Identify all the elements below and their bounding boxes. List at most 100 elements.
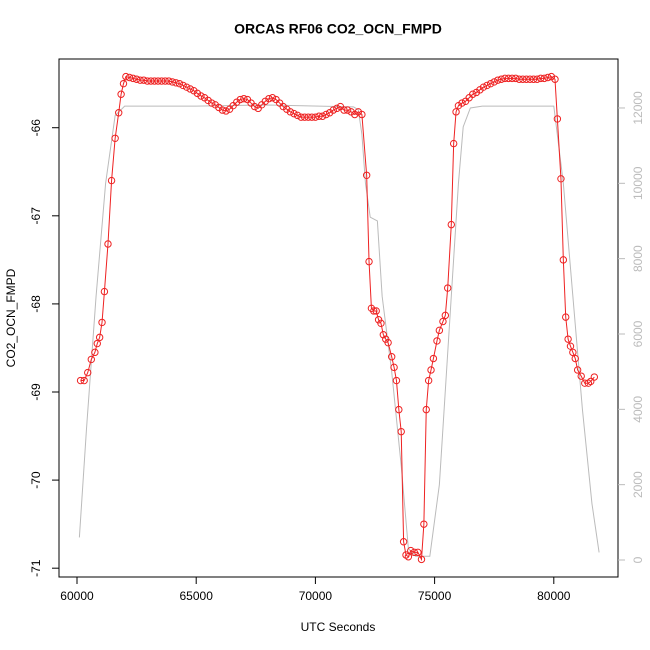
data-point [115, 109, 123, 117]
data-point [143, 77, 152, 85]
data-point [290, 109, 298, 118]
data-point [80, 376, 88, 385]
y2-tick-label: 2000 [631, 471, 645, 498]
data-point [444, 284, 452, 292]
data-point [590, 373, 599, 381]
data-point [435, 326, 444, 335]
data-point [452, 108, 460, 116]
data-point [529, 75, 538, 83]
data-point [175, 79, 184, 88]
data-point [370, 307, 378, 315]
data-point [140, 76, 148, 84]
data-point [407, 546, 415, 555]
data-point [304, 113, 312, 121]
data-point [522, 75, 531, 83]
data-point [186, 85, 194, 93]
data-point [91, 348, 99, 357]
data-point [533, 75, 541, 83]
data-point [536, 74, 545, 83]
data-point [410, 548, 419, 557]
data-point [297, 113, 305, 121]
data-point [132, 75, 141, 83]
data-point [365, 257, 373, 266]
data-point [333, 104, 341, 113]
data-point [318, 112, 327, 120]
data-point [129, 74, 137, 83]
data-point [76, 376, 85, 385]
y2-tick-label: 12000 [631, 91, 645, 125]
data-point [161, 77, 169, 85]
data-point [125, 73, 134, 82]
y2-tick-label: 10000 [631, 166, 645, 200]
data-point [172, 79, 180, 87]
data-point [508, 74, 516, 83]
data-point [483, 81, 491, 90]
data-point [100, 287, 109, 296]
data-point [136, 76, 144, 84]
data-point [501, 74, 509, 83]
data-point [433, 337, 441, 345]
data-point [511, 74, 520, 83]
data-point [402, 551, 410, 559]
series-line [78, 104, 600, 557]
data-point [315, 112, 323, 120]
data-point [329, 106, 337, 114]
data-point [504, 74, 513, 83]
data-point [404, 553, 413, 561]
data-point [311, 113, 320, 121]
y2-tick-label: 4000 [631, 396, 645, 423]
data-point [300, 113, 309, 121]
data-point [197, 92, 205, 100]
data-point [584, 379, 593, 387]
y2-tick-label: 6000 [631, 320, 645, 347]
data-point [93, 339, 101, 348]
y2-tick-label: 8000 [631, 245, 645, 272]
data-point [544, 73, 552, 82]
data-point [358, 110, 366, 119]
series-line [80, 76, 595, 562]
data-point [399, 538, 408, 546]
data-point [182, 83, 191, 91]
chart-title: ORCAS RF06 CO2_OCN_FMPD [234, 21, 442, 37]
data-point [265, 94, 273, 103]
data-point [562, 313, 570, 321]
data-point [469, 90, 477, 98]
data-point [490, 78, 498, 86]
data-point [379, 331, 388, 339]
data-point [236, 95, 245, 104]
data-point [566, 342, 575, 350]
data-point [308, 113, 316, 121]
data-point [519, 75, 527, 83]
data-point [293, 111, 302, 120]
data-point [362, 171, 371, 179]
data-point [449, 139, 458, 148]
data-point [240, 94, 248, 103]
data-point [84, 368, 92, 377]
data-point [497, 75, 506, 83]
data-point [117, 90, 125, 98]
x-tick-label: 65000 [180, 589, 214, 603]
data-point [179, 81, 187, 90]
data-point [424, 376, 433, 385]
data-point [340, 106, 348, 114]
data-point [387, 353, 396, 361]
data-point [98, 318, 106, 327]
data-point [119, 79, 128, 88]
y-tick-label: -71 [29, 559, 43, 577]
data-point [154, 77, 162, 85]
data-point [397, 427, 405, 436]
data-point [147, 77, 155, 85]
data-point [458, 99, 466, 107]
y-tick-label: -70 [29, 471, 43, 489]
data-point [268, 94, 277, 102]
data-point [429, 354, 438, 363]
y-tick-label: -66 [29, 119, 43, 137]
data-point [479, 83, 488, 91]
data-point [150, 77, 159, 85]
data-point [104, 240, 112, 248]
data-point [526, 75, 534, 83]
data-point [377, 319, 385, 327]
